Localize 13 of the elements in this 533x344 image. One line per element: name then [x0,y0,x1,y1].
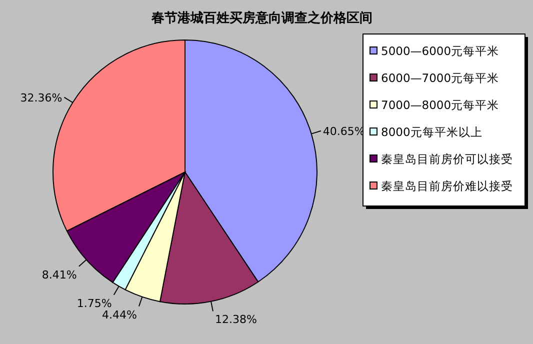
data-label: 40.65% [322,124,365,138]
legend-label: 秦皇岛目前房价可以接受 [381,152,513,166]
data-label: 4.44% [102,308,137,322]
data-label: 1.75% [76,296,112,310]
data-label: 32.36% [20,91,62,104]
legend-label: 秦皇岛目前房价难以接受 [381,179,513,193]
legend-label: 6000—7000元每平米 [381,71,500,85]
legend-label: 5000—6000元每平米 [381,44,500,58]
data-label: 8.41% [42,268,77,282]
legend-label: 8000元每平米以上 [381,125,482,139]
legend-label: 7000—8000元每平米 [381,98,500,112]
data-label: 12.38% [214,313,257,326]
chart-title: 春节港城百姓买房意向调查之价格区间 [150,10,372,26]
